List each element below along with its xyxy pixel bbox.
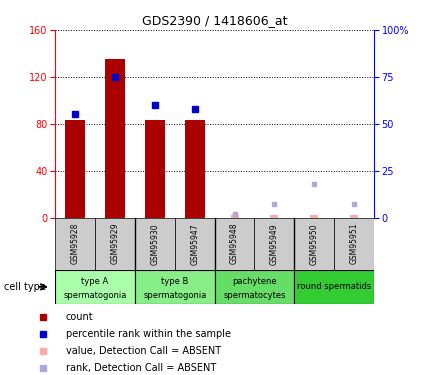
- Bar: [135, 217, 175, 270]
- Text: spermatogonia: spermatogonia: [143, 291, 207, 300]
- Text: type A: type A: [82, 278, 109, 286]
- Bar: [185, 120, 205, 218]
- Text: GSM95930: GSM95930: [150, 223, 159, 265]
- Bar: [310, 215, 318, 217]
- Bar: [135, 270, 215, 304]
- Text: round spermatids: round spermatids: [297, 282, 371, 291]
- Text: cell type: cell type: [4, 282, 46, 292]
- Text: GSM95950: GSM95950: [310, 223, 319, 265]
- Bar: [350, 215, 358, 217]
- Bar: [270, 215, 278, 217]
- Text: GSM95929: GSM95929: [110, 223, 119, 264]
- Bar: [255, 217, 294, 270]
- Text: GSM95947: GSM95947: [190, 223, 199, 265]
- Bar: [65, 120, 85, 218]
- Text: type B: type B: [161, 278, 188, 286]
- Text: pachytene: pachytene: [232, 278, 277, 286]
- Text: spermatogonia: spermatogonia: [63, 291, 127, 300]
- Bar: [230, 215, 238, 217]
- Bar: [294, 217, 334, 270]
- Text: rank, Detection Call = ABSENT: rank, Detection Call = ABSENT: [66, 363, 216, 373]
- Text: GSM95928: GSM95928: [71, 223, 79, 264]
- Bar: [95, 217, 135, 270]
- Bar: [294, 270, 374, 304]
- Text: count: count: [66, 312, 94, 322]
- Bar: [175, 217, 215, 270]
- Text: percentile rank within the sample: percentile rank within the sample: [66, 328, 231, 339]
- Text: GSM95951: GSM95951: [350, 223, 359, 264]
- Bar: [215, 270, 294, 304]
- Text: GSM95949: GSM95949: [270, 223, 279, 265]
- Title: GDS2390 / 1418606_at: GDS2390 / 1418606_at: [142, 15, 287, 27]
- Bar: [334, 217, 374, 270]
- Text: GSM95948: GSM95948: [230, 223, 239, 264]
- Bar: [55, 270, 135, 304]
- Bar: [215, 217, 255, 270]
- Text: spermatocytes: spermatocytes: [223, 291, 286, 300]
- Bar: [55, 217, 95, 270]
- Bar: [105, 59, 125, 217]
- Text: value, Detection Call = ABSENT: value, Detection Call = ABSENT: [66, 346, 221, 356]
- Bar: [145, 120, 165, 218]
